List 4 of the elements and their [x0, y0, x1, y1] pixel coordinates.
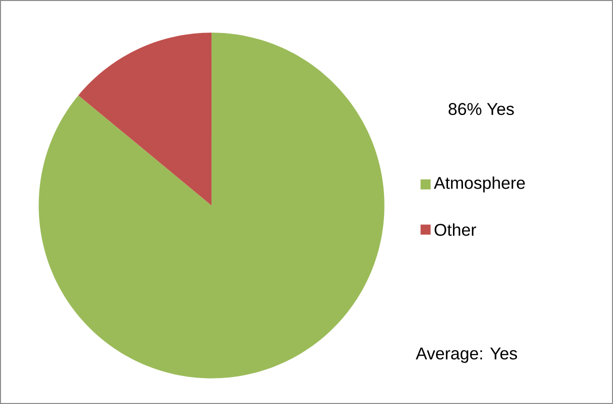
text: Average: Yes [416, 348, 518, 363]
legend-label: Other [434, 223, 476, 236]
legend-label: Atmosphere [434, 176, 525, 192]
text: 86% Yes [448, 103, 514, 116]
